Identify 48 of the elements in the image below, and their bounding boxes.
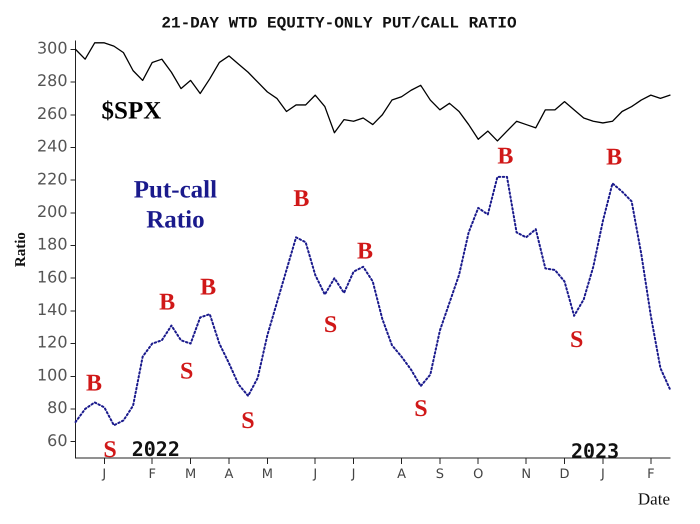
annotation: 2022 — [132, 437, 180, 462]
y-tick-label: 280 — [36, 71, 68, 90]
y-tick-label: 120 — [36, 332, 68, 352]
annotation: B — [357, 238, 374, 264]
annotation: 2023 — [571, 439, 620, 464]
annotation: S — [180, 358, 194, 384]
x-tick-label: N — [521, 467, 532, 482]
annotation: B — [293, 186, 310, 212]
x-tick-label: J — [600, 467, 605, 482]
y-tick-label: 60 — [47, 430, 68, 450]
y-tick-label: 300 — [36, 38, 68, 58]
annotation: B — [86, 370, 102, 396]
x-tick-label: M — [262, 467, 273, 482]
y-tick-label: 220 — [36, 169, 68, 188]
y-tick-label: 260 — [36, 104, 68, 123]
chart-title: 21-DAY WTD EQUITY-ONLY PUT/CALL RATIO — [161, 14, 518, 33]
annotation: S — [414, 396, 428, 422]
y-tick-label: 200 — [36, 202, 68, 221]
y-tick-label: 140 — [36, 300, 68, 320]
x-tick-label: A — [224, 467, 234, 482]
annotation: S — [570, 327, 584, 354]
x-tick-label: J — [101, 467, 106, 482]
x-tick-label: O — [473, 467, 484, 482]
annotation: S — [241, 408, 255, 434]
annotation: B — [159, 290, 176, 316]
x-axis-title: Date — [638, 489, 670, 508]
x-tick-label: F — [148, 467, 156, 482]
y-tick-label: 80 — [47, 398, 68, 418]
x-tick-label: J — [350, 467, 356, 482]
annotation: S — [103, 437, 117, 464]
annotation: B — [200, 274, 216, 301]
y-axis-title: Ratio — [12, 232, 29, 268]
x-tick-label: F — [647, 467, 655, 482]
annotation: S — [324, 312, 338, 338]
y-tick-label: 160 — [36, 267, 68, 286]
y-tick-label: 100 — [36, 365, 68, 384]
x-tick-label: S — [436, 467, 444, 482]
text: Put-call Ratio — [134, 176, 218, 234]
annotation: B — [606, 144, 622, 171]
line-series — [74, 176, 671, 426]
series-label: $SPX — [102, 98, 162, 125]
x-tick-label: M — [184, 467, 196, 482]
x-tick-label: A — [397, 467, 406, 482]
y-tick-label: 180 — [36, 234, 68, 254]
y-tick-label: 240 — [36, 136, 68, 156]
x-tick-label: D — [560, 467, 570, 482]
annotation: B — [497, 144, 514, 170]
x-tick-label: J — [312, 467, 318, 482]
